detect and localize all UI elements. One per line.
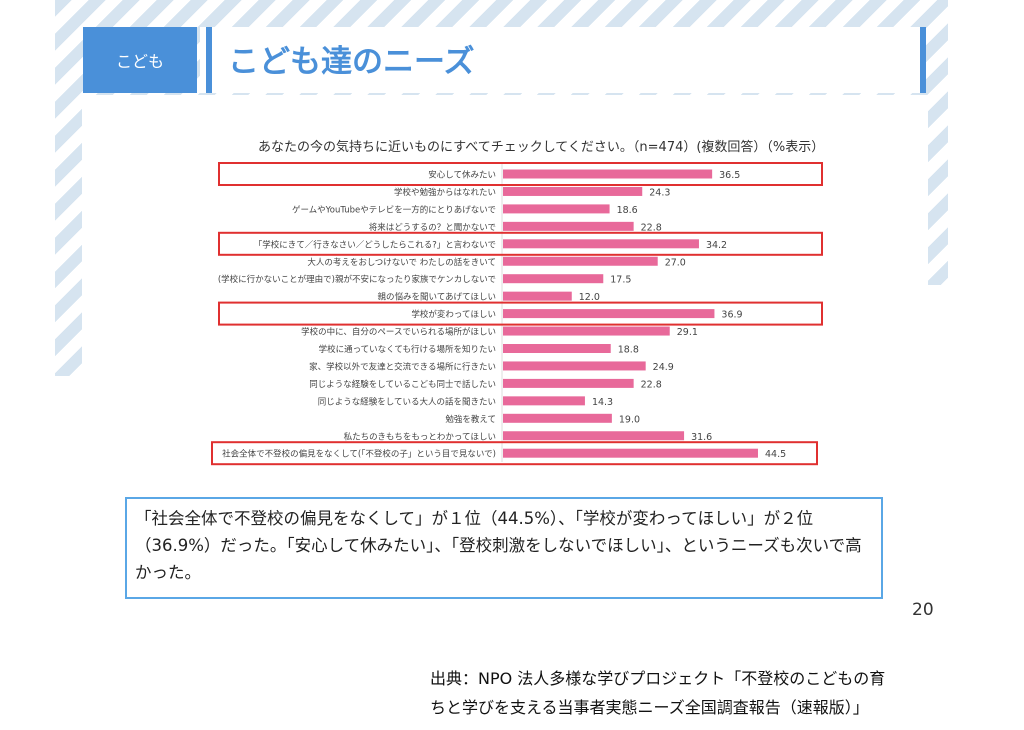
value-label: 31.6 bbox=[691, 432, 712, 443]
value-label: 29.1 bbox=[677, 327, 698, 338]
value-label: 36.5 bbox=[719, 170, 740, 181]
page-number: 20 bbox=[912, 600, 934, 620]
value-label: 36.9 bbox=[721, 310, 742, 321]
bar bbox=[503, 344, 611, 353]
category-label: 学校の中に、自分のペースでいられる場所がほしい bbox=[301, 327, 496, 338]
category-label: ゲームやYouTubeやテレビを一方的にとりあげないで bbox=[292, 204, 496, 215]
chart-title: あなたの今の気持ちに近いものにすべてチェックしてください。（n=474）(複数回… bbox=[258, 140, 825, 155]
highlight-box bbox=[218, 301, 823, 326]
bar bbox=[503, 396, 585, 406]
category-label: 同じような経験をしている大人の話を聞きたい bbox=[318, 396, 496, 407]
header-background bbox=[200, 27, 925, 93]
value-label: 19.0 bbox=[619, 414, 640, 425]
bar bbox=[503, 413, 612, 423]
value-label: 22.8 bbox=[641, 222, 662, 233]
category-label: 親の悩みを聞いてあげてほしい bbox=[378, 292, 497, 303]
category-label: 学校や勉強からはなれたい bbox=[394, 187, 496, 198]
page-title: こども達のニーズ bbox=[228, 44, 475, 80]
category-label: 勉強を教えて bbox=[445, 414, 496, 425]
category-label: 将来はどうするの？と聞かないで bbox=[369, 222, 496, 233]
category-tag: こども bbox=[83, 27, 197, 93]
source-citation: 出典：NPO 法人多様な学びプロジェクト「不登校のこどもの育 ちと学びを支える当… bbox=[430, 664, 885, 722]
value-label: 34.2 bbox=[706, 240, 727, 251]
category-label: 私たちのきもちをもっとわかってほしい bbox=[344, 432, 496, 442]
value-label: 12.0 bbox=[579, 292, 600, 303]
category-label: 安心して休みたい bbox=[428, 170, 496, 181]
bar-chart: 安心して休みたい 36.5 学校や勉強からはなれたい 24.3 ゲームやYouTubeや… bbox=[211, 162, 823, 466]
bar bbox=[503, 186, 643, 196]
bar bbox=[503, 431, 685, 441]
value-label: 17.5 bbox=[610, 275, 631, 286]
header-accent-left bbox=[206, 27, 212, 93]
bar bbox=[503, 361, 646, 371]
bar bbox=[503, 256, 658, 266]
category-label: 学校が変わってほしい bbox=[411, 309, 496, 320]
value-label: 14.3 bbox=[592, 397, 613, 408]
category-label: (学校に行かないことが理由で)親が不安になったり家族でケンカしないで bbox=[218, 274, 496, 285]
category-label: 社会全体で不登校の偏見をなくして(「不登校の子」という目で見ないで) bbox=[222, 449, 496, 460]
category-label: 学校に通っていなくても行ける場所を知りたい bbox=[319, 344, 496, 355]
category-label: 「学校にきて／行きなさい／どうしたらこれる?」と言わないで bbox=[254, 239, 496, 250]
bar bbox=[503, 291, 572, 301]
category-label: 大人の考えをおしつけないで わたしの話をきいて bbox=[307, 257, 496, 268]
value-label: 24.3 bbox=[649, 187, 670, 198]
category-label: 家、学校以外で友達と交流できる場所に行きたい bbox=[309, 361, 496, 372]
value-label: 44.5 bbox=[765, 449, 786, 460]
value-label: 22.8 bbox=[641, 379, 662, 390]
value-label: 18.6 bbox=[617, 205, 638, 216]
bar bbox=[503, 378, 634, 388]
bar bbox=[503, 221, 634, 231]
source-line-1: 出典：NPO 法人多様な学びプロジェクト「不登校のこどもの育 bbox=[430, 669, 886, 688]
bar bbox=[503, 204, 610, 214]
highlight-box bbox=[218, 231, 823, 256]
bar bbox=[503, 326, 670, 336]
bar bbox=[503, 448, 758, 458]
header-accent-right bbox=[920, 27, 926, 93]
bar bbox=[503, 309, 715, 319]
bar bbox=[503, 274, 604, 284]
summary-box: 「社会全体で不登校の偏見をなくして」が１位（44.5%）、「学校が変わってほしい… bbox=[125, 497, 883, 599]
category-label: 同じような経験をしているこども同士で話したい bbox=[309, 379, 496, 390]
highlight-box bbox=[218, 162, 823, 186]
bar bbox=[503, 169, 713, 179]
highlight-box bbox=[211, 441, 818, 466]
value-label: 18.8 bbox=[618, 345, 639, 356]
source-line-2: ちと学びを支える当事者実態ニーズ全国調査報告（速報版）」 bbox=[430, 698, 869, 717]
bar bbox=[503, 239, 699, 249]
value-label: 27.0 bbox=[665, 257, 686, 268]
value-label: 24.9 bbox=[653, 362, 674, 373]
